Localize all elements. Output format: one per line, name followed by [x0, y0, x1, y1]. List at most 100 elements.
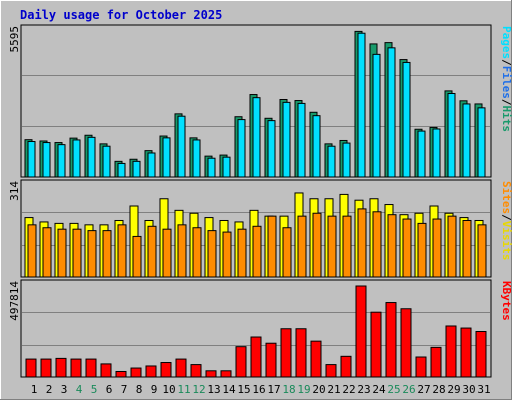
- bar-kbytes-day-24: [370, 311, 382, 378]
- bar-kbytes-day-21: [325, 364, 337, 378]
- x-tick-label-day-9: 9: [151, 383, 158, 396]
- x-tick-label-day-29: 29: [447, 383, 460, 396]
- x-tick-label-day-24: 24: [372, 383, 386, 396]
- bar-files-day-4: [72, 139, 81, 178]
- bar-files-day-14: [222, 156, 231, 178]
- bar-sites-day-4: [72, 228, 82, 278]
- right-label-slash-3: /: [500, 214, 512, 221]
- bar-sites-day-24: [372, 211, 382, 278]
- x-tick-label-day-5: 5: [91, 383, 98, 396]
- bar-kbytes-day-26: [400, 308, 412, 378]
- bar-files-day-10: [162, 137, 171, 178]
- bar-kbytes-day-10: [160, 362, 172, 378]
- x-tick-label-day-12: 12: [192, 383, 205, 396]
- right-label-visits: Visits: [500, 221, 512, 261]
- bar-sites-day-9: [147, 225, 157, 278]
- bar-kbytes-day-31: [475, 331, 487, 378]
- bar-files-day-15: [237, 119, 246, 178]
- bar-files-day-21: [327, 145, 336, 178]
- x-tick-label-day-6: 6: [106, 383, 113, 396]
- bar-kbytes-day-22: [340, 355, 352, 378]
- bar-files-day-18: [282, 101, 291, 178]
- bar-sites-day-19: [297, 215, 307, 278]
- bar-kbytes-day-17: [265, 342, 277, 378]
- right-label-kbytes-panel: KBytes: [500, 281, 512, 321]
- bar-files-day-30: [462, 103, 471, 178]
- bar-kbytes-day-25: [385, 302, 397, 378]
- x-tick-label-day-13: 13: [207, 383, 220, 396]
- bar-files-day-31: [477, 107, 486, 178]
- bar-sites-day-12: [192, 227, 202, 278]
- bar-kbytes-day-14: [220, 370, 232, 378]
- bar-sites-day-11: [177, 224, 187, 278]
- x-tick-label-day-30: 30: [462, 383, 475, 396]
- bar-sites-day-8: [132, 235, 142, 278]
- x-tick-label-day-11: 11: [177, 383, 190, 396]
- bar-kbytes-day-23: [355, 285, 367, 378]
- bar-files-day-6: [102, 145, 111, 178]
- bar-kbytes-day-9: [145, 365, 157, 378]
- right-label-files: Files: [500, 66, 512, 99]
- right-label-kbytes: KBytes: [500, 281, 512, 321]
- x-tick-label-day-21: 21: [327, 383, 340, 396]
- bar-sites-day-18: [282, 227, 292, 278]
- bar-files-day-16: [252, 97, 261, 178]
- bar-sites-day-27: [417, 222, 427, 278]
- bar-kbytes-day-18: [280, 328, 292, 378]
- bar-sites-day-28: [432, 218, 442, 278]
- bar-layer: [24, 30, 487, 378]
- bar-files-day-28: [432, 128, 441, 178]
- bar-sites-day-3: [57, 228, 67, 278]
- x-tick-label-day-2: 2: [46, 383, 53, 396]
- x-tick-label-day-25: 25: [387, 383, 400, 396]
- x-tick-label-day-26: 26: [402, 383, 415, 396]
- x-tick-label-day-19: 19: [297, 383, 310, 396]
- y-max-label-hits: 5595: [8, 26, 21, 53]
- x-tick-label-day-4: 4: [76, 383, 83, 396]
- bar-files-day-12: [192, 139, 201, 178]
- bar-sites-day-13: [207, 230, 217, 278]
- right-label-hits-panel: Pages/Files/Hits: [500, 26, 512, 132]
- bar-files-day-25: [387, 47, 396, 178]
- bar-kbytes-day-6: [100, 363, 112, 378]
- bar-kbytes-day-12: [190, 364, 202, 378]
- bar-files-day-27: [417, 130, 426, 178]
- x-tick-label-day-20: 20: [312, 383, 325, 396]
- bar-sites-day-21: [327, 215, 337, 278]
- bar-files-day-2: [42, 142, 51, 178]
- x-tick-label-day-28: 28: [432, 383, 445, 396]
- bar-files-day-24: [372, 53, 381, 178]
- bar-files-day-5: [87, 136, 96, 178]
- bar-sites-day-17: [267, 215, 277, 278]
- bar-kbytes-day-15: [235, 346, 247, 378]
- bar-files-day-19: [297, 102, 306, 178]
- bar-sites-day-2: [42, 227, 52, 278]
- bar-kbytes-day-13: [205, 370, 217, 378]
- bar-sites-day-7: [117, 224, 127, 278]
- bar-kbytes-day-27: [415, 356, 427, 378]
- bar-sites-day-23: [357, 208, 367, 278]
- bar-sites-day-20: [312, 212, 322, 278]
- x-tick-label-day-15: 15: [237, 383, 250, 396]
- x-tick-label-day-14: 14: [222, 383, 236, 396]
- bar-sites-day-31: [477, 224, 487, 278]
- bar-sites-day-5: [87, 230, 97, 278]
- bar-sites-day-10: [162, 228, 172, 278]
- bar-files-day-7: [117, 162, 126, 178]
- bar-sites-day-30: [462, 219, 472, 278]
- bar-kbytes-day-20: [310, 340, 322, 378]
- x-tick-label-day-17: 17: [267, 383, 280, 396]
- x-tick-label-day-27: 27: [417, 383, 430, 396]
- x-tick-label-day-7: 7: [121, 383, 128, 396]
- bar-sites-day-14: [222, 231, 232, 278]
- bar-kbytes-day-7: [115, 370, 127, 378]
- bar-sites-day-15: [237, 228, 247, 278]
- x-tick-label-day-16: 16: [252, 383, 265, 396]
- bar-files-day-13: [207, 157, 216, 178]
- bar-sites-day-6: [102, 230, 112, 278]
- bar-files-day-3: [57, 144, 66, 178]
- bar-files-day-17: [267, 120, 276, 178]
- right-label-slash-1: /: [500, 59, 512, 66]
- bar-sites-day-25: [387, 214, 397, 278]
